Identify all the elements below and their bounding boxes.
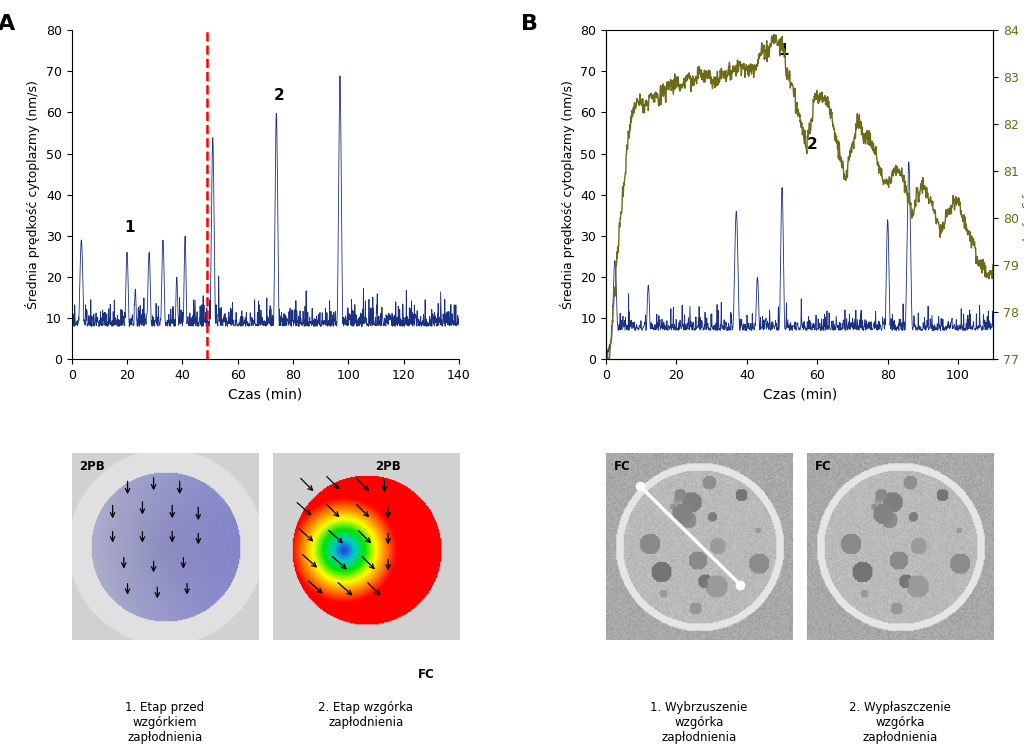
Text: 2: 2 <box>273 88 285 103</box>
Text: 2: 2 <box>807 138 817 152</box>
Text: 2. Wypłaszczenie
wzgórka
zapłodnienia: 2. Wypłaszczenie wzgórka zapłodnienia <box>849 701 951 744</box>
X-axis label: Czas (min): Czas (min) <box>228 388 302 401</box>
Text: FC: FC <box>814 460 831 474</box>
Text: A: A <box>0 14 15 34</box>
Text: FC: FC <box>613 460 630 474</box>
Text: 1. Etap przed
wzgórkiem
zapłodnienia: 1. Etap przed wzgórkiem zapłodnienia <box>125 701 205 744</box>
Text: 1: 1 <box>778 43 790 58</box>
Text: 2PB: 2PB <box>79 460 104 474</box>
Text: FC: FC <box>418 669 435 681</box>
Y-axis label: Średnia prędkość cytoplazmy (nm/s): Średnia prędkość cytoplazmy (nm/s) <box>560 81 574 309</box>
Text: 1: 1 <box>124 220 135 235</box>
Text: 2PB: 2PB <box>375 460 400 474</box>
X-axis label: Czas (min): Czas (min) <box>763 388 837 401</box>
Text: 1. Wybrzuszenie
wzgórka
zapłodnienia: 1. Wybrzuszenie wzgórka zapłodnienia <box>650 701 748 744</box>
Text: B: B <box>521 14 538 34</box>
Text: 2. Etap wzgórka
zapłodnienia: 2. Etap wzgórka zapłodnienia <box>318 701 414 729</box>
Y-axis label: Średnia prędkość cytoplazmy (nm/s): Średnia prędkość cytoplazmy (nm/s) <box>26 81 40 309</box>
Y-axis label: Średnica zygoty (μm): Średnica zygoty (μm) <box>1021 127 1024 262</box>
